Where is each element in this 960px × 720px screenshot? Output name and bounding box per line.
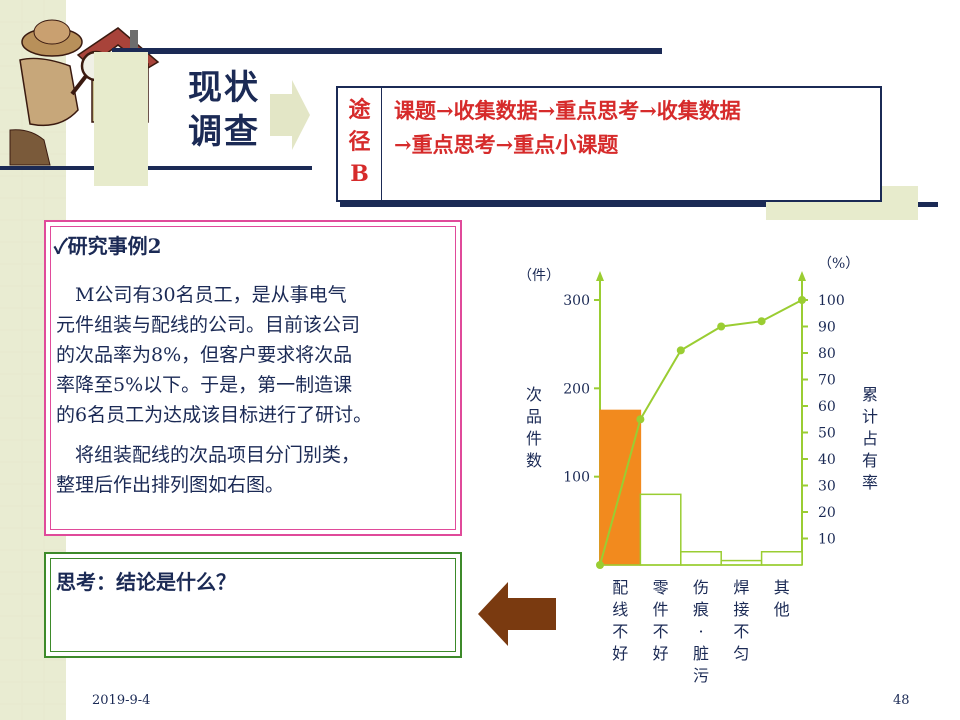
case-study-box: ✓研究事例2 M公司有30名员工，是从事电气 元件组装与配线的公司。目前该公司 … (44, 220, 462, 536)
route-box: 途 径 B 课题→收集数据→重点思考→收集数据 →重点思考→重点小课题 (336, 86, 882, 202)
case-line: M公司有30名员工，是从事电气 (56, 284, 347, 306)
axis-title-char: 占 (862, 429, 878, 448)
case-line: 元件组装与配线的公司。目前该公司 (56, 314, 361, 336)
y-tick-label: 100 (563, 470, 590, 486)
category-label: 匀 (733, 644, 749, 663)
category-label: 不 (612, 622, 628, 641)
case-line: 率降至5%以下。于是，第一制造课 (56, 374, 353, 396)
header-rule-left (0, 166, 312, 170)
think-box: 思考：结论是什么？ (44, 552, 462, 658)
case-line: 将组装配线的次品项目分门别类， (56, 444, 361, 466)
y-tick-label: 300 (563, 293, 590, 309)
axis-title-char: 次 (526, 385, 542, 404)
axis-title-char: 件 (526, 429, 542, 448)
decorative-block (94, 52, 148, 186)
y-axis-arrow (596, 271, 604, 281)
y2-axis-arrow (798, 271, 806, 281)
case-paragraph-2: 将组装配线的次品项目分门别类， 整理后作出排列图如右图。 (56, 440, 451, 500)
bar (639, 493, 682, 566)
axis-title-char: 数 (526, 451, 542, 470)
y2-tick-label: 60 (818, 399, 836, 415)
category-label: 配 (612, 578, 628, 597)
header-rule-right (340, 202, 938, 207)
header-rule-top (112, 48, 662, 54)
category-label: 其 (774, 578, 790, 597)
case-line: 的次品率为8%，但客户要求将次品 (56, 344, 353, 366)
route-text-line-2: →重点思考→重点小课题 (394, 132, 619, 157)
y2-tick-label: 50 (818, 426, 836, 442)
y2-tick-label: 30 (818, 479, 836, 495)
cumulative-point (676, 346, 685, 355)
cumulative-point (798, 296, 806, 304)
y2-tick-label: 100 (818, 293, 845, 309)
cumulative-point (596, 561, 604, 569)
right-axis-unit: （%） (818, 256, 859, 272)
y2-tick-label: 20 (818, 505, 836, 521)
case-paragraph-1: M公司有30名员工，是从事电气 元件组装与配线的公司。目前该公司 的次品率为8%… (56, 280, 451, 430)
route-label-char: B (350, 161, 369, 187)
bar (680, 551, 722, 566)
category-label: 好 (612, 644, 628, 663)
case-line: 整理后作出排列图如右图。 (56, 474, 285, 496)
title-line-2: 调查 (188, 112, 260, 152)
case-title: ✓研究事例2 (54, 234, 162, 258)
category-label: 痕 (693, 600, 709, 619)
cumulative-point (757, 317, 766, 326)
category-label: 污 (693, 666, 709, 685)
axis-title-char: 品 (526, 407, 542, 426)
category-label: · (698, 622, 703, 641)
y2-tick-label: 40 (818, 452, 836, 468)
category-label: 接 (733, 600, 749, 619)
route-label-char: 途 (348, 97, 371, 123)
arrow-left-icon (478, 582, 556, 646)
y2-tick-label: 70 (818, 373, 836, 389)
route-text-line-1: 课题→收集数据→重点思考→收集数据 (394, 98, 741, 123)
left-axis-unit: （件） (518, 268, 560, 284)
y2-tick-label: 80 (818, 346, 836, 362)
page-number: 48 (893, 693, 910, 708)
cumulative-point (636, 415, 645, 424)
page-title: 现状 调查 (188, 66, 260, 154)
route-label-char: 径 (348, 129, 371, 155)
cumulative-point (717, 322, 726, 331)
route-text: 课题→收集数据→重点思考→收集数据 →重点思考→重点小课题 (394, 94, 874, 162)
axis-title-char: 有 (862, 451, 878, 470)
y2-tick-label: 90 (818, 320, 836, 336)
category-label: 件 (653, 600, 669, 619)
cumulative-line (599, 299, 803, 566)
axis-title-char: 率 (862, 473, 878, 492)
category-label: 不 (733, 622, 749, 641)
category-label: 焊 (733, 578, 749, 597)
think-inner-border (50, 558, 456, 652)
footer-date: 2019-9-4 (92, 693, 151, 708)
y-tick-label: 200 (563, 381, 590, 397)
route-label: 途 径 B (338, 88, 382, 200)
case-study-inner-border (50, 226, 456, 530)
axis-title-char: 计 (862, 407, 878, 426)
title-line-1: 现状 (188, 68, 260, 108)
think-prompt: 思考：结论是什么？ (56, 570, 236, 594)
y2-tick-label: 10 (818, 532, 836, 548)
bar (760, 551, 803, 566)
category-label: 零 (653, 578, 669, 597)
category-label: 他 (774, 600, 790, 619)
chevron-right-icon (270, 80, 310, 150)
category-label: 伤 (693, 578, 709, 597)
category-label: 线 (612, 600, 628, 619)
axis-title-char: 累 (862, 385, 878, 404)
category-label: 好 (653, 644, 669, 663)
category-label: 脏 (693, 644, 709, 663)
case-line: 的6名员工为达成该目标进行了研讨。 (56, 404, 373, 426)
category-label: 不 (653, 622, 669, 641)
